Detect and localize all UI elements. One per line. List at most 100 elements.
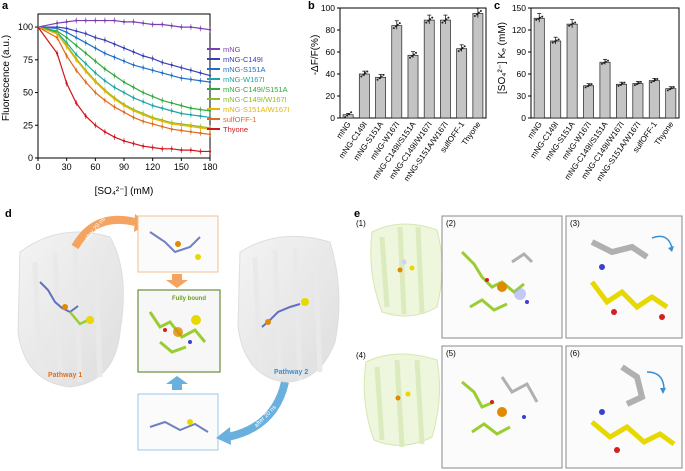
data-point — [161, 107, 164, 110]
replicate-dot — [425, 21, 428, 24]
data-point — [103, 130, 107, 134]
replicate-dot — [360, 75, 363, 78]
data-point — [151, 57, 154, 60]
replicate-dot — [551, 41, 554, 44]
data-point — [151, 117, 154, 120]
sub1-protein — [370, 223, 443, 317]
data-point — [141, 113, 145, 117]
ligand-left — [39, 281, 94, 326]
data-point — [180, 25, 183, 29]
y-tick-label: 60 — [517, 69, 527, 79]
chart-b-ylabel: -ΔF/F(%) — [310, 35, 321, 76]
replicate-dot — [376, 78, 379, 81]
data-point — [180, 124, 183, 127]
data-point — [141, 91, 145, 94]
bar — [566, 23, 578, 119]
data-point — [75, 69, 78, 72]
data-point — [199, 150, 202, 153]
data-point — [65, 27, 68, 30]
y-tick-label: 75 — [23, 55, 33, 65]
replicate-dot — [650, 81, 653, 84]
y-tick-label: 60 — [326, 47, 336, 57]
replicate-dot — [443, 19, 446, 22]
data-point — [189, 69, 193, 72]
replicate-dot — [461, 46, 464, 49]
replicate-dot — [635, 83, 638, 86]
replicate-dot — [415, 51, 417, 54]
data-point — [122, 20, 126, 24]
sub3-molecule — [590, 235, 674, 320]
data-point — [141, 21, 145, 25]
data-point — [180, 148, 183, 152]
replicate-dot — [570, 23, 573, 26]
data-point — [161, 99, 164, 102]
data-point — [103, 79, 107, 82]
replicate-dot — [572, 22, 575, 25]
data-point — [170, 24, 173, 27]
arrow-head-blue — [216, 427, 231, 445]
data-point — [199, 126, 202, 130]
panel-label-b: b — [308, 0, 315, 12]
data-point — [199, 71, 202, 75]
data-point — [94, 19, 97, 22]
replicate-dot — [637, 81, 640, 84]
y-tick-label: 0 — [521, 113, 526, 123]
replicate-dot — [568, 24, 571, 27]
data-point — [189, 113, 193, 117]
replicate-dot — [633, 84, 636, 87]
replicate-dot — [348, 112, 351, 115]
md-snapshot-top-molecule — [149, 231, 201, 260]
data-point — [132, 109, 135, 113]
bar — [632, 83, 644, 119]
data-point — [161, 125, 164, 128]
replicate-dot — [396, 23, 399, 26]
y-tick-label: 120 — [512, 25, 526, 35]
y-tick-label: 20 — [326, 91, 336, 101]
sub3-label: (3) — [570, 219, 580, 228]
legend-entry: mNG-W167I — [223, 75, 265, 84]
sub4-label: (4) — [356, 351, 366, 360]
data-point — [103, 38, 107, 42]
x-tick-label: 30 — [62, 162, 72, 172]
data-point — [65, 36, 68, 39]
data-point — [208, 109, 212, 113]
replicate-dot — [344, 116, 347, 119]
data-point — [55, 36, 59, 39]
md-snapshot-bottom-molecule — [149, 419, 209, 433]
data-point — [189, 148, 193, 152]
bar — [456, 48, 468, 119]
replicate-dot — [601, 62, 603, 65]
data-point — [170, 122, 173, 126]
data-point — [170, 74, 173, 77]
ligand-right — [261, 298, 309, 328]
data-point — [132, 50, 135, 54]
series-line — [37, 26, 211, 119]
sub6-molecule — [590, 364, 676, 453]
replicate-dot — [541, 15, 544, 18]
deltaF-bar-chart: 0 20 40 60 80 100 mNGmNG-C149ImNG-S151AmNG-W1… — [310, 3, 487, 183]
replicate-dot — [463, 45, 466, 48]
replicate-dot — [654, 79, 657, 82]
chart-a-axes: 0 30 60 90 120 150 180 0 25 50 75 100 — [18, 13, 218, 172]
after-20ns-arrow-orange — [71, 215, 136, 250]
panel-label-c: c — [494, 0, 501, 12]
data-point — [132, 142, 135, 145]
data-point — [189, 25, 193, 29]
data-point — [65, 31, 68, 34]
y-tick-label: 30 — [517, 91, 527, 101]
data-point — [84, 62, 87, 65]
bar — [407, 54, 419, 119]
replicate-dot — [364, 72, 367, 75]
data-point — [94, 36, 97, 39]
data-point — [65, 45, 68, 48]
replicate-dot — [459, 48, 462, 51]
replicate-dot — [441, 21, 444, 24]
replicate-dot — [445, 18, 448, 21]
replicate-dot — [670, 87, 673, 90]
series-line — [37, 26, 210, 153]
replicate-dot — [590, 83, 593, 86]
bar — [358, 73, 370, 119]
chart-b-bars: mNGmNG-C149ImNG-S151AmNG-W167ImNG-C149I/… — [335, 7, 484, 183]
data-point — [103, 99, 107, 102]
data-point — [84, 19, 87, 22]
